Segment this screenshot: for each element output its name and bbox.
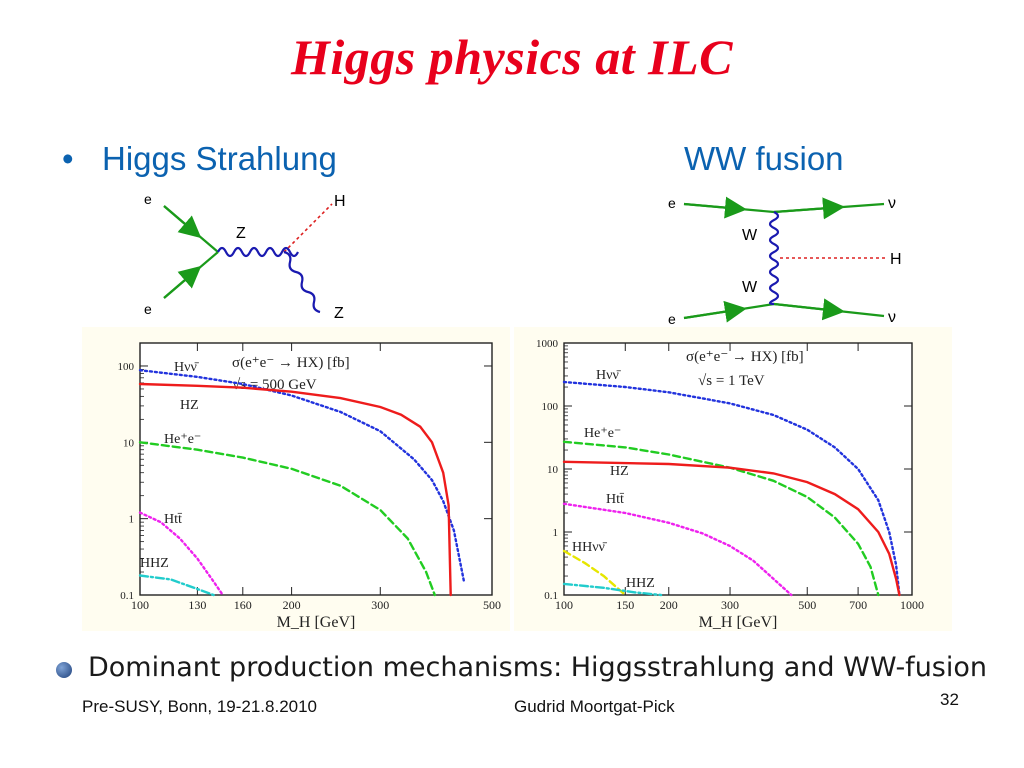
footer-event: Pre-SUSY, Bonn, 19-21.8.2010 xyxy=(82,697,318,716)
summary-text: Dominant production mechanisms: Higgsstr… xyxy=(88,652,988,683)
bullet-dot: • xyxy=(62,140,74,177)
series-label-4: HHZ xyxy=(140,556,169,571)
bullet-ball-icon xyxy=(56,662,72,678)
x-tick-label: 100 xyxy=(555,598,573,612)
x-tick-label: 1000 xyxy=(900,598,924,612)
page-number: 32 xyxy=(940,690,959,709)
x-tick-label: 200 xyxy=(283,598,301,612)
series-label-2: HZ xyxy=(610,464,629,479)
x-tick-label: 300 xyxy=(721,598,739,612)
ww-fusion-feynman-diagram: e e ν ν W W H xyxy=(668,195,902,326)
series-label-4: HHνν̄ xyxy=(572,540,608,555)
heading-higgs-strahlung: Higgs Strahlung xyxy=(102,140,337,177)
x-tick-label: 500 xyxy=(483,598,501,612)
plot-panel-500gev: 0.1 1 10 100 100 130 160 200 300 500 M_H [GeV] σ(e⁺… xyxy=(82,327,510,631)
ww-label-w-bottom: W xyxy=(742,279,758,296)
strahlung-label-z-propagator: Z xyxy=(236,225,246,242)
series-label-1: He⁺e⁻ xyxy=(584,426,621,441)
chart-subtitle: √s = 1 TeV xyxy=(698,373,765,389)
cross-section-chart-1tev: 0.1 1 10 100 1000 100 150 200 300 500 700 1000 M_H [… xyxy=(536,338,924,631)
x-tick-label: 200 xyxy=(660,598,678,612)
x-axis-label: M_H [GeV] xyxy=(699,614,778,631)
series-label-2: He⁺e⁻ xyxy=(164,432,201,447)
y-tick-label: 1 xyxy=(553,527,559,539)
series-line-2 xyxy=(138,441,436,597)
x-tick-label: 500 xyxy=(798,598,816,612)
ww-label-w-top: W xyxy=(742,227,758,244)
heading-ww-fusion: WW fusion xyxy=(684,140,844,177)
slide-title: Higgs physics at ILC xyxy=(291,29,733,85)
ww-label-e-bottom: e xyxy=(668,311,676,326)
series-line-5 xyxy=(562,582,663,597)
chart-title: σ(e⁺e⁻ → HX) [fb] xyxy=(686,349,804,365)
y-tick-label: 10 xyxy=(123,437,135,449)
series-line-3 xyxy=(562,502,793,597)
series-line-0 xyxy=(138,369,466,583)
x-tick-label: 160 xyxy=(234,598,252,612)
y-tick-label: 10 xyxy=(547,464,559,476)
ww-label-e-top: e xyxy=(668,195,676,211)
series-line-0 xyxy=(562,380,901,597)
x-tick-label: 150 xyxy=(616,598,634,612)
x-tick-label: 130 xyxy=(188,598,206,612)
series-label-3: Htt̄ xyxy=(164,512,183,527)
series-line-1 xyxy=(138,382,452,597)
ww-label-h: H xyxy=(890,251,902,268)
x-axis-label: M_H [GeV] xyxy=(277,614,356,631)
series-line-2 xyxy=(562,460,901,597)
strahlung-label-e-top: e xyxy=(144,191,152,207)
y-tick-label: 100 xyxy=(118,361,135,373)
cross-section-chart-500gev: 0.1 1 10 100 100 130 160 200 300 500 M_H [GeV] σ(e⁺… xyxy=(118,342,501,631)
series-line-1 xyxy=(562,440,880,597)
series-label-0: Hνν̄ xyxy=(174,360,200,375)
y-tick-label: 100 xyxy=(542,401,559,413)
chart-title: σ(e⁺e⁻ → HX) [fb] xyxy=(232,355,350,371)
series-label-1: HZ xyxy=(180,398,199,413)
ww-label-nu-bottom: ν xyxy=(888,309,896,326)
x-tick-label: 300 xyxy=(371,598,389,612)
ww-label-nu-top: ν xyxy=(888,195,896,212)
series-line-4 xyxy=(562,549,627,597)
plot-panel-1tev: 0.1 1 10 100 1000 100 150 200 300 500 700 1000 M_H [… xyxy=(514,327,952,631)
y-tick-label: 1 xyxy=(129,514,135,526)
footer-author: Gudrid Moortgat-Pick xyxy=(514,697,675,716)
y-tick-label: 1000 xyxy=(536,338,559,350)
strahlung-label-e-bottom: e xyxy=(144,301,152,317)
series-line-4 xyxy=(138,574,215,597)
y-tick-label: 0.1 xyxy=(544,590,558,602)
series-line-3 xyxy=(138,511,224,597)
x-tick-label: 100 xyxy=(131,598,149,612)
strahlung-feynman-diagram: e e Z H Z xyxy=(144,191,346,322)
y-tick-label: 0.1 xyxy=(120,590,134,602)
series-label-0: Hνν̄ xyxy=(596,368,622,383)
series-label-5: HHZ xyxy=(626,576,655,591)
x-tick-label: 700 xyxy=(849,598,867,612)
strahlung-label-h: H xyxy=(334,193,346,210)
series-label-3: Htt̄ xyxy=(606,492,625,507)
strahlung-label-z-out: Z xyxy=(334,305,344,322)
